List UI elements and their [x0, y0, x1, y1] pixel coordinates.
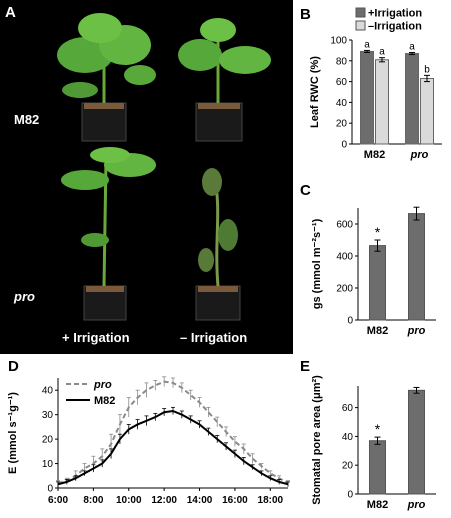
plant-m82-drought: [178, 18, 271, 142]
significance-letter: a: [364, 39, 370, 50]
bar: [375, 59, 389, 145]
significance-letter: a: [409, 41, 415, 52]
y-tick-label: 100: [330, 36, 347, 47]
y-tick-label: 10: [42, 459, 54, 470]
y-tick-label: 60: [336, 77, 348, 88]
legend-label: M82: [94, 395, 115, 407]
y-tick-label: 80: [336, 56, 348, 67]
series-line: [57, 409, 289, 486]
legend-swatch: [355, 7, 366, 18]
chart-stomatal-pore-area: 0 20 40 60 Stomatal pore area (μm²) * M82 pro: [311, 375, 436, 511]
plant-photo-panel: A M82 pro + Irrigation – Irrigation: [0, 0, 293, 354]
series-line: [57, 380, 289, 485]
chart-transpiration: 0 10 20 30 40 E (mmol s⁻¹g⁻¹) 6:00 8:00 10:00 12:…: [7, 376, 290, 506]
col-label-drought: – Irrigation: [180, 330, 248, 345]
plant-pro-drought: [195, 168, 241, 321]
x-tick-label: 12:00: [151, 495, 177, 506]
x-category-label: pro: [407, 325, 426, 337]
chart-stomatal-conductance: 0 200 400 600 gs (mmol m⁻²s⁻¹) * M82 pro: [311, 206, 436, 337]
y-tick-label: 20: [42, 435, 54, 446]
panel-a-letter: A: [5, 4, 16, 21]
legend-label: –Irrigation: [368, 21, 422, 33]
y-tick-label: 20: [336, 119, 348, 130]
y-tick-label: 400: [336, 252, 353, 263]
y-tick-label: 20: [342, 461, 354, 472]
bar: [408, 213, 425, 321]
y-axis-label: E (mmol s⁻¹g⁻¹): [7, 392, 19, 474]
bar: [369, 440, 386, 495]
y-tick-label: 0: [347, 490, 353, 501]
significance-letter: b: [424, 64, 430, 75]
y-axis-label: gs (mmol m⁻²s⁻¹): [311, 218, 323, 309]
row-label-m82: M82: [14, 112, 40, 127]
y-tick-label: 200: [336, 284, 353, 295]
y-tick-label: 0: [347, 316, 353, 327]
legend-swatch: [355, 20, 366, 31]
y-tick-label: 40: [336, 98, 348, 109]
x-category-label: pro: [410, 149, 429, 161]
x-category-label: pro: [407, 499, 426, 511]
y-tick-label: 30: [42, 410, 54, 421]
bar: [405, 53, 419, 145]
y-tick-label: 40: [342, 432, 354, 443]
y-tick-label: 600: [336, 220, 353, 231]
x-category-label: M82: [367, 325, 388, 337]
panel-b-letter: B: [300, 6, 311, 23]
x-tick-label: 14:00: [187, 495, 213, 506]
x-tick-label: 8:00: [83, 495, 103, 506]
y-tick-label: 40: [42, 386, 54, 397]
plant-pro-irrigated: [61, 147, 156, 321]
panel-e-letter: E: [300, 358, 311, 375]
x-tick-label: 6:00: [48, 495, 68, 506]
bar: [369, 245, 386, 321]
legend-label: +Irrigation: [368, 8, 422, 20]
bar: [360, 50, 374, 145]
y-axis-label: Leaf RWC (%): [309, 56, 321, 128]
significance-star: *: [375, 224, 381, 240]
panel-d-letter: D: [8, 358, 19, 375]
y-axis-label: Stomatal pore area (μm²): [311, 375, 323, 505]
panel-c-letter: C: [300, 182, 311, 199]
col-label-irrigated: + Irrigation: [62, 330, 130, 345]
x-tick-label: 16:00: [222, 495, 248, 506]
y-tick-label: 0: [47, 484, 53, 495]
legend-label: pro: [93, 379, 112, 391]
plant-photo-illustration: [57, 13, 271, 321]
significance-star: *: [375, 421, 381, 437]
chart-leaf-rwc: 0 20 40 60 80 100 Leaf RWC (%) +Irrigation–Irri…: [309, 7, 442, 161]
bar: [420, 77, 434, 145]
significance-letter: a: [379, 47, 385, 58]
x-tick-label: 18:00: [258, 495, 284, 506]
y-tick-label: 0: [341, 140, 347, 151]
x-tick-label: 10:00: [116, 495, 142, 506]
y-tick-label: 60: [342, 403, 354, 414]
row-label-pro: pro: [14, 289, 35, 304]
x-category-label: M82: [364, 149, 385, 161]
plant-m82-irrigated: [57, 13, 156, 142]
bar: [408, 389, 425, 495]
x-category-label: M82: [367, 499, 388, 511]
